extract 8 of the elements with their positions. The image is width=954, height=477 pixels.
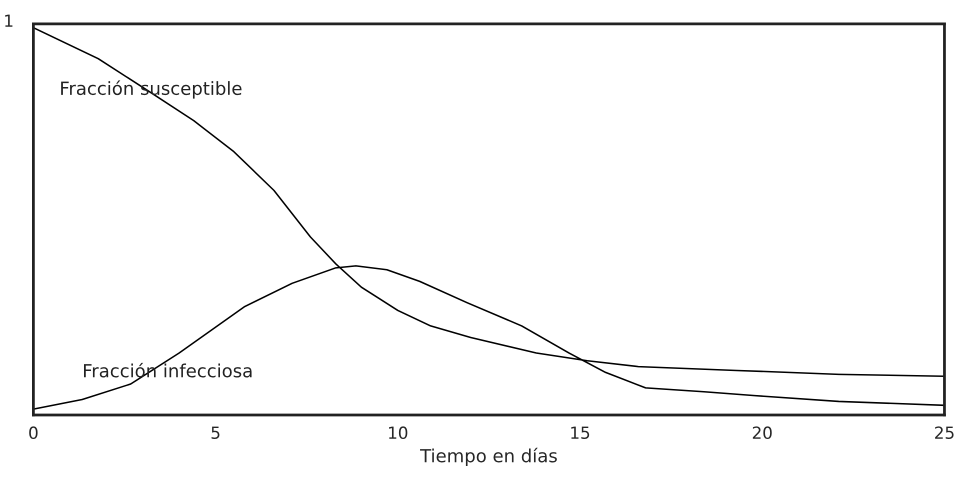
x-tick-label: 0 (29, 426, 38, 439)
x-tick-label: 5 (212, 426, 220, 439)
x-tick-label: 10 (389, 426, 408, 439)
x-tick-label: 20 (752, 426, 772, 439)
x-tick-label: 15 (571, 426, 590, 439)
x-tick-label: 25 (935, 426, 954, 439)
x-axis-title: Tiempo en días (420, 448, 557, 466)
annotation: 1 (5, 14, 12, 27)
